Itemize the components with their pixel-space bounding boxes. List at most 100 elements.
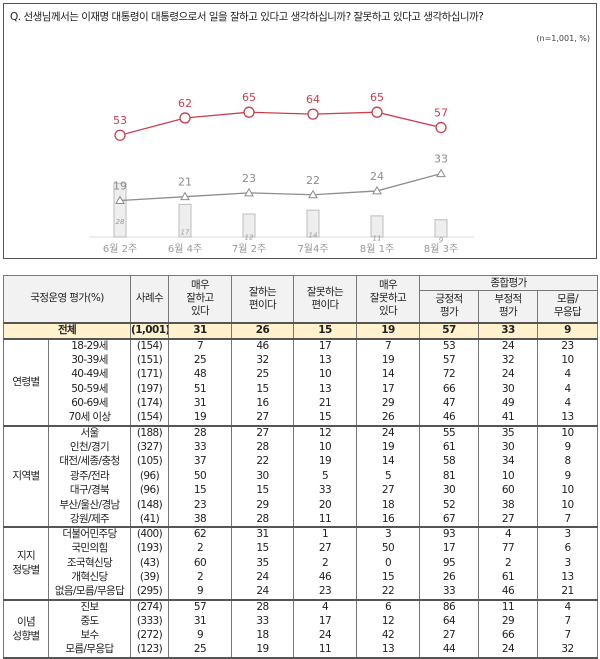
cell: 51 (168, 382, 232, 397)
cell: 31 (231, 526, 294, 542)
line-chart: 28 17 12 14 11 9 53 62 65 64 65 57 19 21 23 22 24 33 6월 2주… (89, 91, 474, 255)
table-row: 60-69세 (174) 31 16 21 29 47 49 4 (4, 396, 599, 411)
data-label: 19 (113, 180, 127, 193)
table-row: 광주/전라 (96) 50 30 5 5 81 10 9 (4, 469, 599, 484)
row-label: 60-69세 (48, 396, 131, 411)
cell: 2 (168, 541, 232, 556)
cell: 2 (168, 570, 232, 585)
cell: 46 (419, 411, 479, 426)
row-label: 조국혁신당 (48, 556, 131, 571)
cell: 31 (168, 396, 232, 411)
series-line (119, 111, 442, 136)
row-n: (41) (130, 512, 169, 527)
point-marker (372, 185, 382, 195)
table-row: 강원/제주 (41) 38 28 11 16 67 27 7 (4, 512, 599, 527)
cell: 10 (293, 440, 357, 455)
cell: 16 (231, 396, 294, 411)
chart-panel: Q. 선생님께서는 이재명 대통령이 대통령으로서 일을 잘하고 있다고 생각하… (3, 3, 597, 259)
results-table: 국정운영 평가(%) 사례수 매우 잘하고 있다 잘하는 편이다 잘못하는 편이… (3, 275, 599, 659)
data-label: 22 (306, 174, 320, 187)
cell: 27 (231, 411, 294, 426)
bar-label: 17 (181, 229, 190, 237)
point-marker (371, 106, 383, 118)
row-n: (39) (130, 570, 169, 585)
cell: 21 (293, 396, 357, 411)
cell: 4 (536, 367, 599, 382)
cell: 28 (231, 598, 294, 614)
cell: 4 (536, 396, 599, 411)
cell: 14 (356, 454, 420, 469)
cell: 13 (293, 382, 357, 397)
header-c4: 매우 잘못하고 있다 (356, 275, 420, 323)
row-label: 70세 이상 (48, 411, 131, 426)
cell: 52 (419, 498, 479, 513)
row-n: (295) (130, 585, 169, 600)
cell: 37 (168, 454, 232, 469)
row-n: (174) (130, 396, 169, 411)
cell: 15 (231, 483, 294, 498)
bar (370, 215, 384, 238)
cell: 15 (168, 483, 232, 498)
cell: 19 (356, 440, 420, 455)
row-n: (148) (130, 498, 169, 513)
row-label: 보수 (48, 628, 131, 643)
data-label: 65 (370, 91, 384, 104)
data-label: 53 (113, 114, 127, 127)
cell: 24 (356, 424, 420, 440)
cell: 19 (356, 353, 420, 368)
table-row: 개혁신당 (39) 2 24 46 15 26 61 13 (4, 570, 599, 585)
bar (113, 182, 127, 238)
bar-label: 11 (373, 234, 382, 242)
row-label: 18-29세 (48, 337, 131, 353)
row-label: 강원/제주 (48, 512, 131, 527)
cell: 10 (536, 353, 599, 368)
point-marker (436, 168, 446, 178)
table-row: 부산/울산/경남 (148) 23 29 20 18 52 38 10 (4, 498, 599, 513)
cell: 7 (536, 512, 599, 527)
cell: 64 (419, 614, 479, 629)
cell: 25 (168, 643, 232, 658)
header-c2: 잘하는 편이다 (231, 275, 294, 323)
row-n: (96) (130, 469, 169, 484)
cell: 16 (356, 512, 420, 527)
cell: 27 (293, 541, 357, 556)
cell: 48 (168, 367, 232, 382)
cell: 10 (293, 367, 357, 382)
cell: 17 (419, 541, 479, 556)
header-c3: 잘못하는 편이다 (293, 275, 357, 323)
cell: 10 (536, 498, 599, 513)
bar-label: 28 (116, 218, 125, 226)
cell: 93 (419, 526, 479, 542)
data-label: 23 (242, 172, 256, 185)
row-n: (171) (130, 367, 169, 382)
cell: 19 (231, 643, 294, 658)
sample-note: (n=1,001, %) (536, 34, 590, 43)
table-row: 70세 이상 (154) 19 27 15 26 46 41 13 (4, 411, 599, 426)
table-row: 지지 정당별 더불어민주당 (400) 62 31 1 3 93 4 3 (3, 526, 599, 600)
cell: 9 (536, 469, 599, 484)
question-text: Q. 선생님께서는 이재명 대통령이 대통령으로서 일을 잘하고 있다고 생각하… (10, 11, 484, 23)
cell: 32 (536, 643, 599, 658)
cell: 15 (293, 411, 357, 426)
cell: 60 (168, 556, 232, 571)
cell: 17 (293, 337, 357, 353)
cell: 77 (478, 541, 538, 556)
cell: 32 (478, 353, 538, 368)
cell: 22 (356, 585, 420, 600)
cell: 12 (293, 424, 357, 440)
cell: 33 (419, 585, 479, 600)
row-n: (96) (130, 483, 169, 498)
bar (178, 203, 192, 238)
cell: 4 (536, 382, 599, 397)
cell: 31 (168, 614, 232, 629)
table-row: 모름/무응답 (123) 25 19 11 13 44 24 32 (4, 643, 599, 658)
row-label: 개혁신당 (48, 570, 131, 585)
cell: 15 (231, 541, 294, 556)
group-label: 지지 정당별 (3, 526, 49, 600)
cell: 33 (293, 483, 357, 498)
table-row: 30-39세 (151) 25 32 13 19 57 32 10 (4, 353, 599, 368)
cell: 17 (293, 614, 357, 629)
row-label: 인천/경기 (48, 440, 131, 455)
x-tick-label: 7월4주 (297, 243, 328, 255)
cell: 9 (536, 321, 599, 340)
